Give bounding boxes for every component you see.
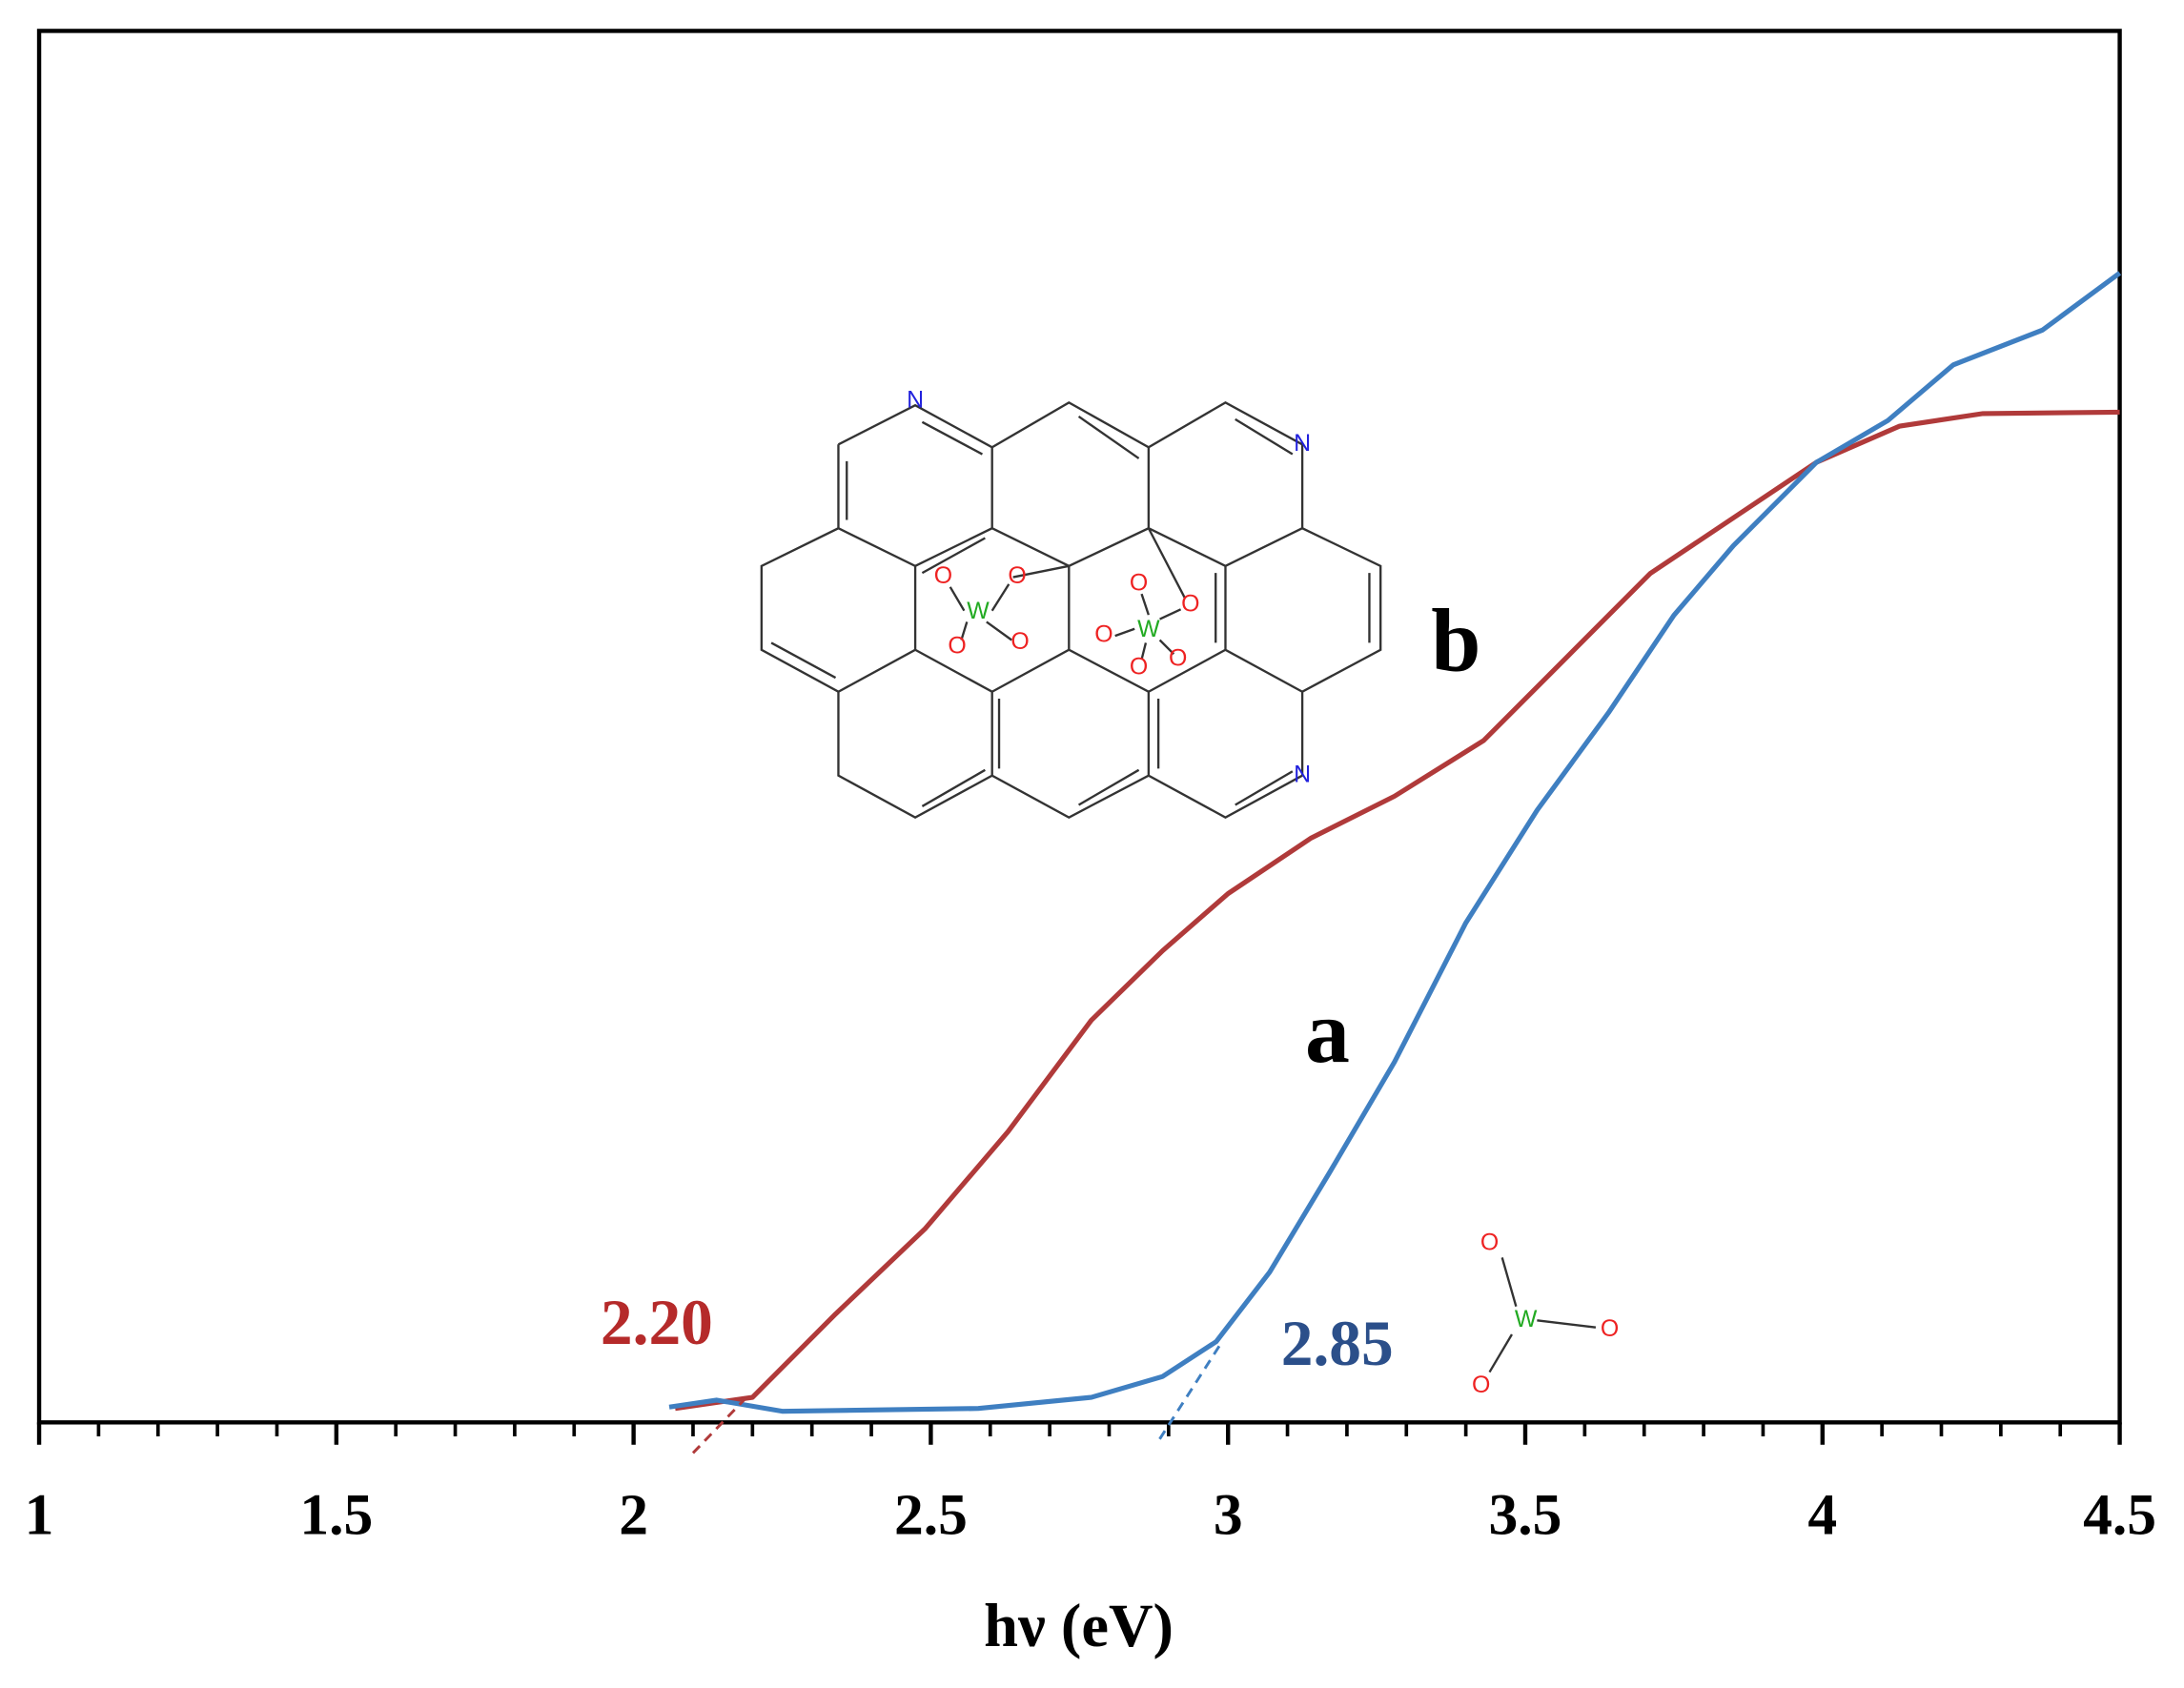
atom-label: O (1169, 645, 1187, 672)
line-series (674, 409, 2120, 1412)
atom-label: O (1130, 653, 1148, 680)
atom-label: O (934, 562, 952, 589)
annotation: b (1431, 592, 1480, 691)
x-tick-label: 2 (619, 1483, 648, 1548)
atom-label: N (1294, 430, 1311, 457)
tangent-line (1158, 1340, 1224, 1440)
atom-label: W (1515, 1306, 1538, 1332)
atom-label: N (1294, 761, 1311, 787)
atom-label: O (1181, 590, 1199, 617)
atom-label: W (967, 598, 990, 624)
atom-label: O (1010, 628, 1029, 655)
atom-label: O (1480, 1229, 1499, 1255)
x-tick-label: 3.5 (1489, 1483, 1562, 1548)
plot-frame (36, 29, 2122, 1425)
x-tick-label: 4.5 (2083, 1483, 2156, 1548)
x-tick-label: 2.5 (894, 1483, 968, 1548)
annotation: 2.20 (601, 1287, 713, 1358)
annotation: 2.85 (1281, 1308, 1394, 1379)
x-tick-label: 1 (25, 1483, 54, 1548)
x-tick-label: 4 (1807, 1483, 1837, 1548)
line-series (668, 271, 2122, 1414)
atom-label: O (1094, 621, 1112, 648)
atom-label: O (1130, 569, 1148, 596)
x-tick-label: 3 (1214, 1483, 1243, 1548)
inset-molecule: O O O O O O O O O O O O W W W N N N (760, 386, 1619, 1398)
x-axis-label: hν (eV) (984, 1592, 1174, 1659)
atom-label: O (948, 632, 966, 659)
x-tick-label: 1.5 (299, 1483, 373, 1548)
annotation: a (1305, 983, 1350, 1082)
atom-label: O (1008, 562, 1026, 589)
atom-label: N (907, 386, 924, 413)
tangent-line (691, 1396, 748, 1454)
atom-label: W (1137, 616, 1160, 642)
atom-label: O (1601, 1315, 1619, 1342)
atom-label: O (1472, 1372, 1490, 1398)
